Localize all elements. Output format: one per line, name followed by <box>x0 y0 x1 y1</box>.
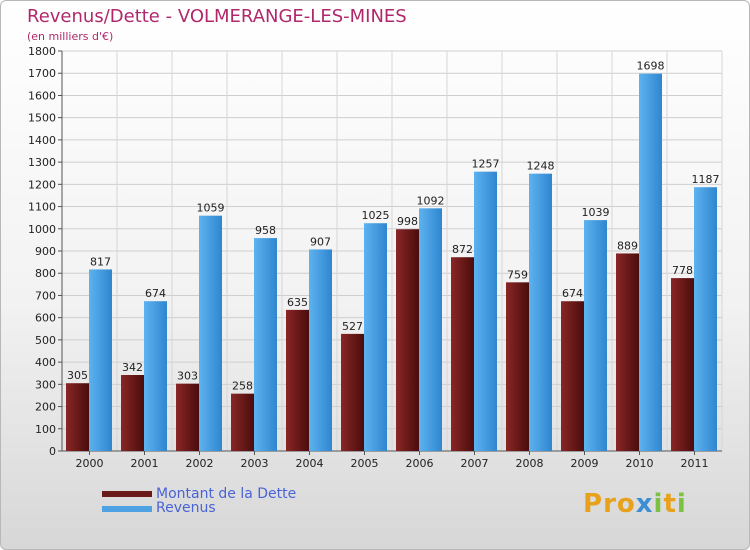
x-tick-label: 2008 <box>516 457 544 470</box>
data-label-revenue: 1257 <box>472 158 500 171</box>
data-label-debt: 872 <box>452 243 473 256</box>
data-label-debt: 342 <box>122 361 143 374</box>
x-tick-label: 2005 <box>351 457 379 470</box>
bar-debt <box>121 375 144 451</box>
y-tick-label: 1100 <box>28 201 56 214</box>
bar-revenue <box>474 171 497 451</box>
legend-label-debt: Montant de la Dette <box>156 486 297 502</box>
bar-debt <box>616 253 639 451</box>
data-label-revenue: 1248 <box>527 160 555 173</box>
bar-debt <box>561 301 584 451</box>
chart-subtitle: (en milliers d'€) <box>27 30 114 43</box>
data-label-debt: 635 <box>287 296 308 309</box>
bar-revenue <box>694 187 717 451</box>
x-tick-label: 2004 <box>296 457 324 470</box>
bar-revenue <box>144 301 167 451</box>
x-tick-label: 2002 <box>186 457 214 470</box>
data-label-revenue: 674 <box>145 287 166 300</box>
y-tick-label: 1300 <box>28 156 56 169</box>
bar-debt <box>341 333 364 451</box>
x-tick-label: 2003 <box>241 457 269 470</box>
bar-revenue <box>419 208 442 451</box>
legend-swatch-revenue <box>102 506 152 512</box>
data-label-revenue: 1092 <box>417 194 445 207</box>
y-tick-label: 0 <box>49 445 56 458</box>
bar-debt <box>66 383 89 451</box>
bar-debt <box>231 393 254 451</box>
bar-revenue <box>364 223 387 451</box>
data-label-debt: 889 <box>617 239 638 252</box>
bar-debt <box>671 278 694 451</box>
bar-revenue <box>639 73 662 452</box>
data-label-debt: 527 <box>342 320 363 333</box>
data-label-revenue: 817 <box>90 255 111 268</box>
logo-letter: t <box>663 489 677 519</box>
logo-letter: i <box>653 489 664 519</box>
y-tick-label: 1400 <box>28 134 56 147</box>
chart-title: Revenus/Dette - VOLMERANGE-LES-MINES <box>27 6 407 27</box>
data-label-revenue: 1698 <box>637 60 665 73</box>
x-tick-label: 2007 <box>461 457 489 470</box>
x-tick-label: 2011 <box>681 457 709 470</box>
y-tick-label: 400 <box>35 356 56 369</box>
logo-letter: i <box>676 489 687 519</box>
data-label-revenue: 958 <box>255 224 276 237</box>
data-label-revenue: 1059 <box>197 202 225 215</box>
y-tick-label: 200 <box>35 401 56 414</box>
y-tick-label: 1000 <box>28 223 56 236</box>
data-label-debt: 998 <box>397 215 418 228</box>
y-tick-label: 900 <box>35 245 56 258</box>
data-label-debt: 759 <box>507 268 528 281</box>
logo-letter: r <box>603 489 617 519</box>
bar-debt <box>451 257 474 451</box>
data-label-revenue: 1025 <box>362 209 390 222</box>
x-tick-label: 2010 <box>626 457 654 470</box>
legend-swatch-debt <box>102 491 152 497</box>
data-label-revenue: 907 <box>310 235 331 248</box>
data-label-debt: 303 <box>177 370 198 383</box>
bar-revenue <box>199 215 222 451</box>
y-tick-label: 300 <box>35 378 56 391</box>
data-label-debt: 258 <box>232 380 253 393</box>
data-label-debt: 778 <box>672 264 693 277</box>
bar-revenue <box>584 220 607 451</box>
bar-debt <box>176 383 199 451</box>
bar-revenue <box>254 238 277 451</box>
y-tick-label: 1500 <box>28 112 56 125</box>
x-tick-label: 2001 <box>131 457 159 470</box>
y-tick-label: 500 <box>35 334 56 347</box>
bar-debt <box>286 309 309 451</box>
y-tick-label: 700 <box>35 289 56 302</box>
proxiti-logo: Proxiti <box>583 489 687 519</box>
legend-label-revenue: Revenus <box>156 500 216 516</box>
x-tick-label: 2006 <box>406 457 434 470</box>
bar-debt <box>396 229 419 451</box>
bar-revenue <box>89 269 112 451</box>
y-tick-label: 1200 <box>28 178 56 191</box>
logo-letter: x <box>635 489 654 519</box>
data-label-revenue: 1039 <box>582 206 610 219</box>
bar-revenue <box>309 249 332 451</box>
logo-letter: o <box>616 489 636 519</box>
data-label-debt: 305 <box>67 369 88 382</box>
logo-letter: P <box>583 489 604 519</box>
y-tick-label: 800 <box>35 267 56 280</box>
bar-revenue <box>529 173 552 451</box>
bar-debt <box>506 282 529 451</box>
data-label-revenue: 1187 <box>692 173 720 186</box>
y-tick-label: 1700 <box>28 67 56 80</box>
x-tick-label: 2000 <box>76 457 104 470</box>
y-tick-label: 600 <box>35 312 56 325</box>
y-tick-label: 1600 <box>28 89 56 102</box>
y-tick-label: 1800 <box>28 45 56 58</box>
y-tick-label: 100 <box>35 423 56 436</box>
x-tick-label: 2009 <box>571 457 599 470</box>
data-label-debt: 674 <box>562 287 583 300</box>
